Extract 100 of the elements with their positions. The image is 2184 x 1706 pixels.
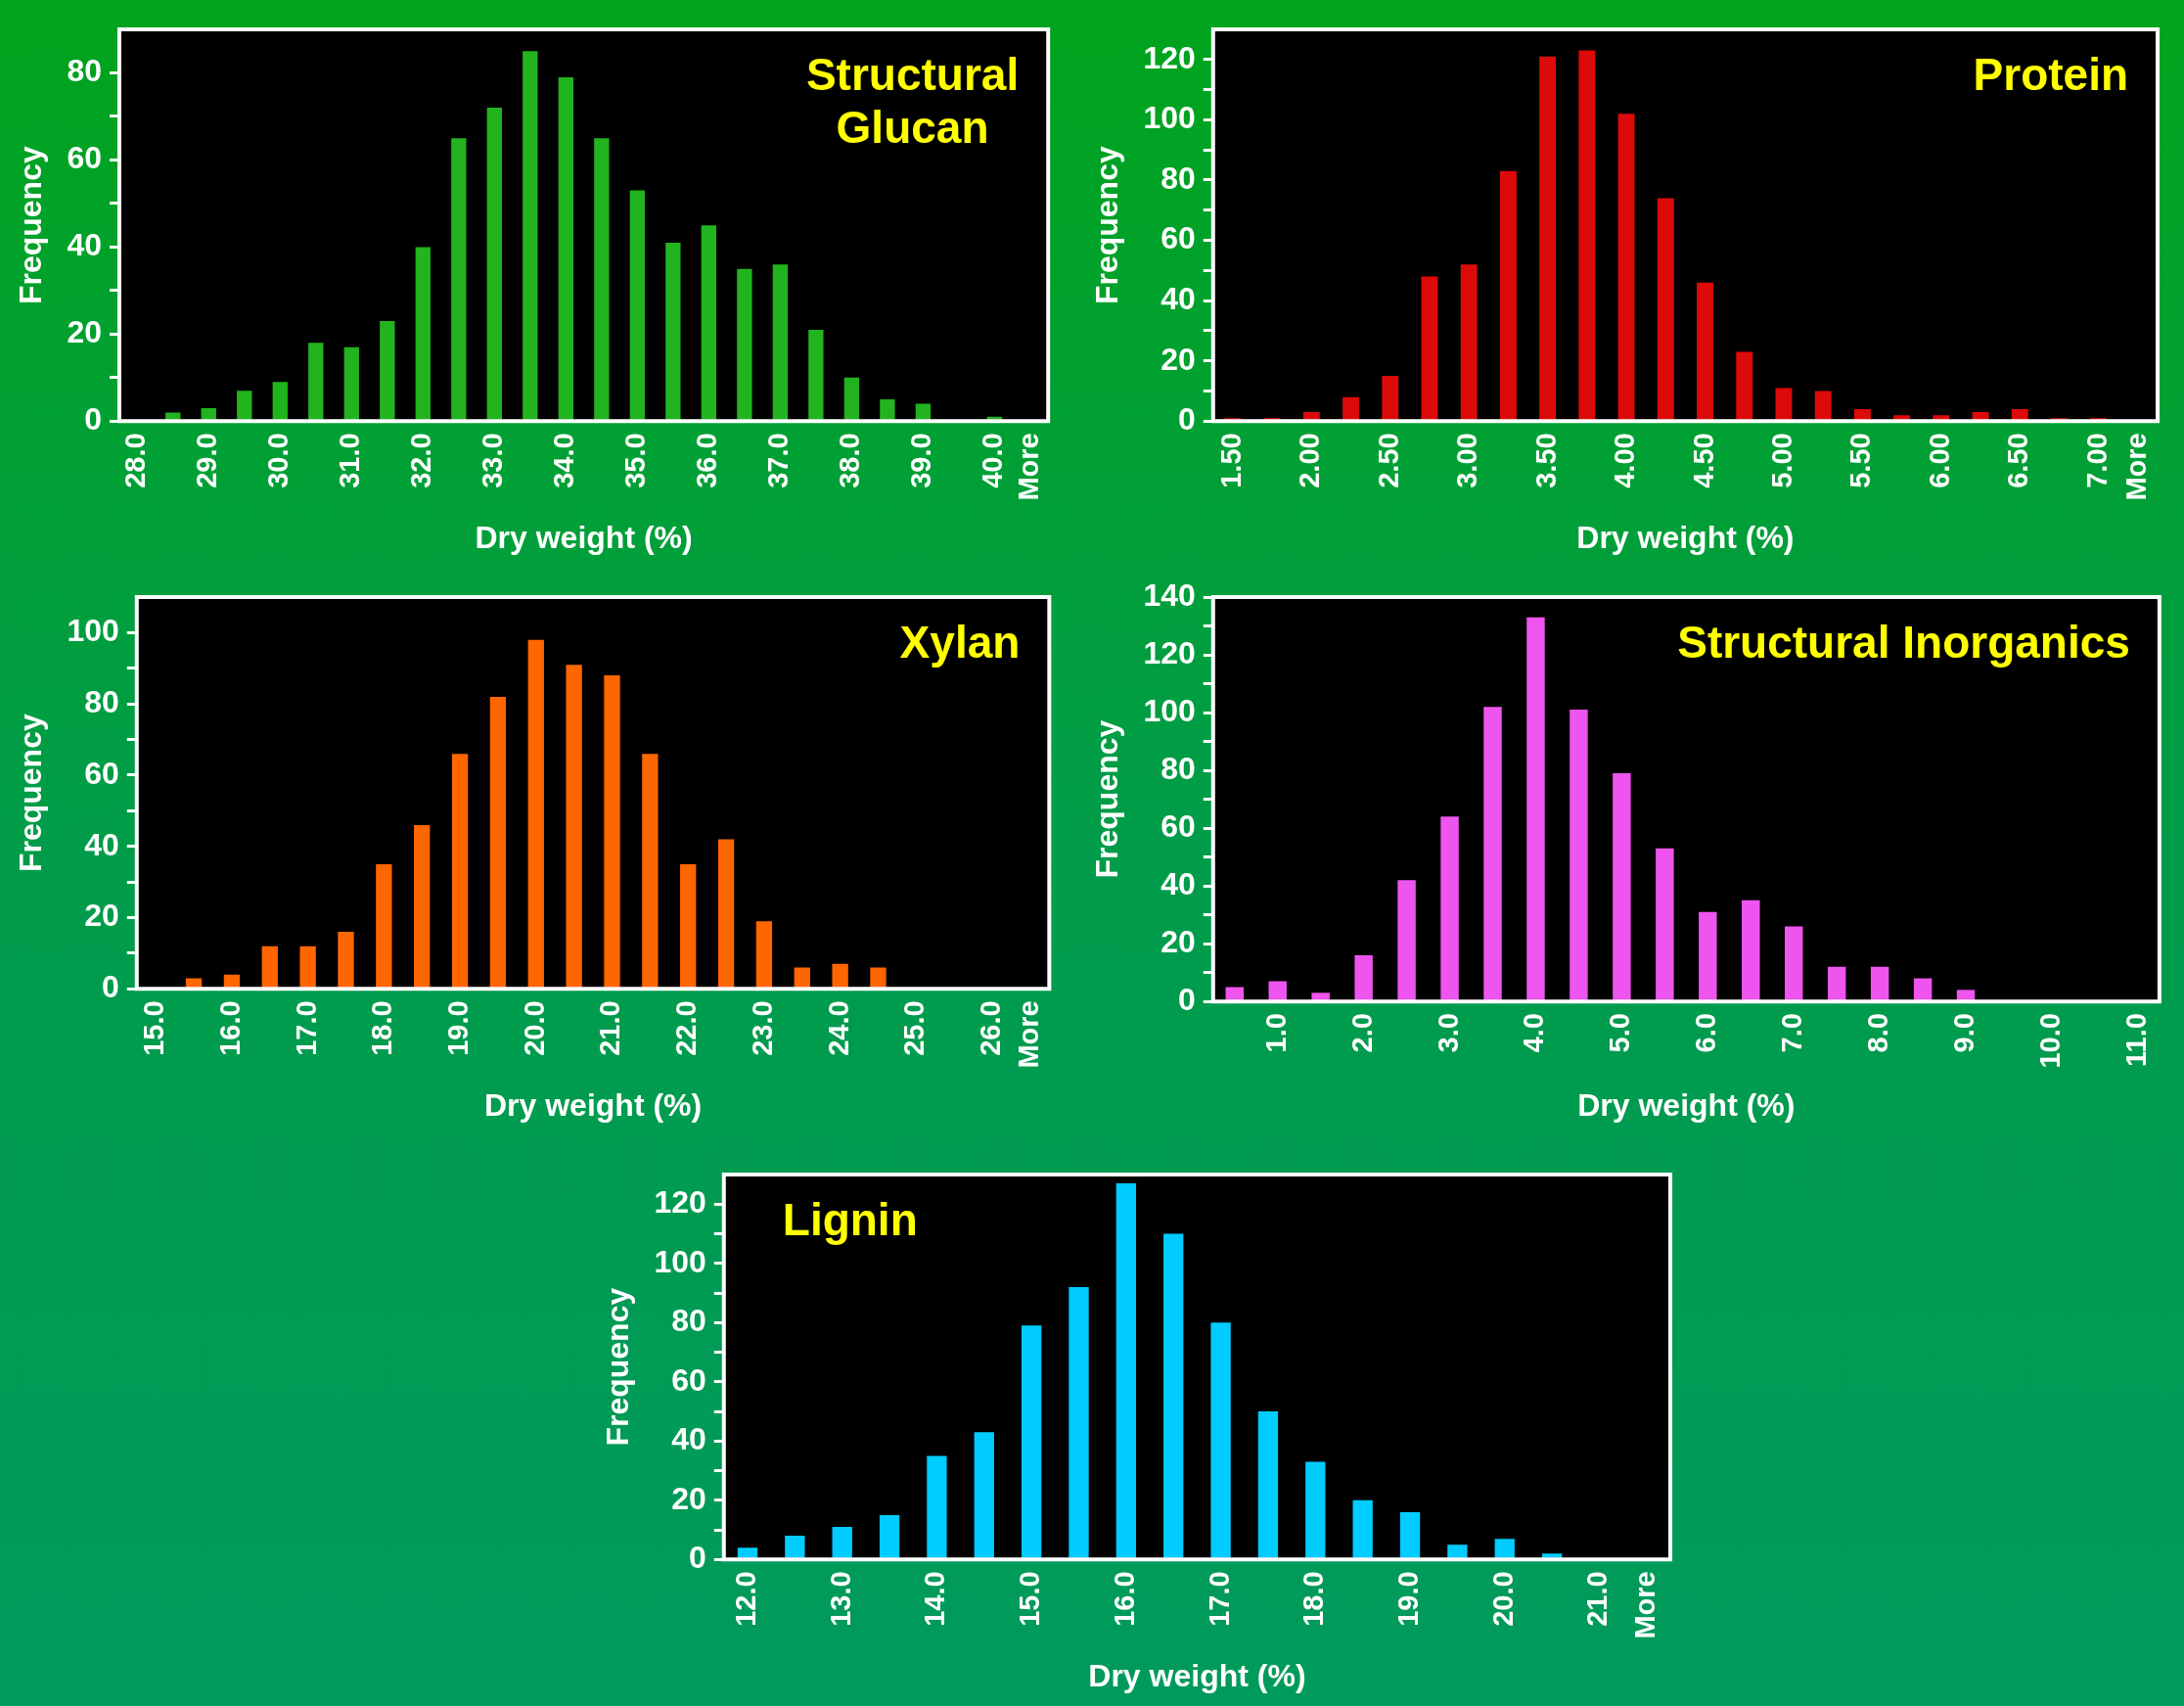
- x-tick-label: 14.0: [919, 1571, 951, 1627]
- y-axis-title: Frequency: [600, 1287, 636, 1447]
- x-tick-label: More: [1012, 433, 1044, 501]
- x-axis-title: Dry weight (%): [475, 519, 693, 555]
- y-tick-label: 40: [671, 1421, 706, 1457]
- y-axis-title: Frequency: [13, 714, 49, 873]
- y-tick-label: 20: [67, 314, 102, 350]
- x-tick-label: 7.0: [1776, 1013, 1808, 1053]
- x-tick-label: 23.0: [746, 1000, 778, 1056]
- y-tick-label: 60: [671, 1361, 706, 1398]
- y-tick-label: 80: [1160, 160, 1196, 196]
- y-tick-label: 100: [1143, 692, 1196, 728]
- x-tick-label: 6.0: [1690, 1013, 1722, 1053]
- x-tick-label: 26.0: [975, 1000, 1007, 1056]
- y-tick-label: 0: [101, 969, 119, 1005]
- y-axis-title: Frequency: [13, 146, 49, 305]
- x-tick-label: 13.0: [824, 1571, 856, 1627]
- x-tick-label: 32.0: [405, 433, 437, 488]
- text: Structural Glucan: [805, 48, 1020, 153]
- x-tick-label: 16.0: [1108, 1571, 1140, 1627]
- x-axis-title: Dry weight (%): [483, 1086, 703, 1123]
- x-tick-label: 22.0: [670, 1000, 703, 1056]
- x-tick-label: 18.0: [366, 1000, 398, 1056]
- x-tick-label: 8.0: [1862, 1013, 1894, 1053]
- y-axis-title: Frequency: [1089, 146, 1125, 305]
- x-tick-label: 25.0: [898, 1000, 931, 1056]
- x-axis-title: Dry weight (%): [1088, 1657, 1306, 1693]
- x-tick-label: 37.0: [762, 433, 795, 488]
- x-tick-label: 31.0: [334, 433, 366, 488]
- y-tick-label: 0: [1177, 401, 1196, 438]
- x-tick-label: 4.00: [1609, 433, 1641, 488]
- y-tick-label: 80: [84, 684, 119, 719]
- chart-title: Lignin: [782, 1193, 918, 1245]
- x-tick-label: 35.0: [619, 433, 652, 488]
- x-tick-label: 5.50: [1844, 433, 1877, 488]
- y-tick-label: 0: [688, 1540, 706, 1576]
- chart-title: Structural Inorganics: [1677, 616, 2130, 668]
- chart-title: Xylan: [899, 616, 1021, 668]
- y-tick-label: 100: [1143, 100, 1196, 136]
- y-tick-label: 100: [654, 1243, 706, 1279]
- y-tick-label: 60: [1160, 807, 1196, 844]
- x-tick-label: 12.0: [729, 1571, 761, 1627]
- x-tick-label: 3.00: [1451, 433, 1483, 488]
- x-tick-label: More: [1628, 1571, 1661, 1639]
- x-tick-label: 7.00: [2080, 433, 2113, 488]
- x-tick-label: 4.0: [1518, 1013, 1550, 1053]
- x-tick-label: 6.00: [1923, 433, 1955, 488]
- y-tick-label: 40: [1160, 280, 1196, 316]
- y-tick-label: 0: [84, 401, 102, 438]
- y-tick-label: 120: [654, 1184, 706, 1221]
- x-axis-title: Dry weight (%): [1576, 519, 1795, 555]
- y-tick-label: 0: [1177, 981, 1196, 1017]
- x-tick-label: 6.50: [2002, 433, 2034, 488]
- y-tick-label: 140: [1143, 576, 1196, 613]
- x-tick-label: 11.0: [2119, 1013, 2152, 1067]
- y-tick-label: 20: [671, 1480, 706, 1516]
- x-tick-label: 10.0: [2033, 1013, 2066, 1069]
- y-tick-label: 20: [84, 898, 119, 934]
- x-tick-label: 4.50: [1687, 433, 1719, 488]
- x-tick-label: 19.0: [1392, 1571, 1425, 1627]
- x-tick-label: 2.00: [1294, 433, 1326, 488]
- y-tick-label: 20: [1160, 923, 1196, 959]
- y-tick-label: 120: [1143, 39, 1196, 75]
- chart-title: Protein: [1973, 48, 2129, 100]
- x-tick-label: 20.0: [518, 1000, 550, 1056]
- y-tick-label: 120: [1143, 634, 1196, 670]
- x-tick-label: 5.00: [1765, 433, 1797, 488]
- x-tick-label: 19.0: [442, 1000, 475, 1056]
- x-tick-label: 16.0: [213, 1000, 246, 1056]
- x-tick-label: 36.0: [691, 433, 723, 488]
- y-axis-title: Frequency: [1089, 719, 1125, 879]
- x-tick-label: More: [1012, 1000, 1044, 1069]
- x-tick-label: 15.0: [138, 1000, 170, 1056]
- y-tick-label: 60: [1160, 220, 1196, 256]
- x-tick-label: 9.0: [1948, 1013, 1980, 1053]
- x-tick-label: 17.0: [290, 1000, 322, 1056]
- x-tick-label: 33.0: [477, 433, 509, 488]
- x-tick-label: 1.50: [1214, 433, 1247, 488]
- x-tick-label: 3.50: [1529, 433, 1562, 488]
- x-tick-label: 40.0: [977, 433, 1009, 488]
- y-tick-label: 20: [1160, 341, 1196, 377]
- x-tick-label: 17.0: [1203, 1571, 1235, 1627]
- y-tick-label: 40: [1160, 865, 1196, 901]
- x-tick-label: 20.0: [1486, 1571, 1519, 1627]
- x-tick-label: 2.0: [1345, 1013, 1378, 1053]
- x-tick-label: 30.0: [262, 433, 295, 488]
- x-tick-label: 34.0: [548, 433, 580, 488]
- x-tick-label: 1.0: [1259, 1013, 1292, 1053]
- y-tick-label: 40: [84, 826, 119, 862]
- x-tick-label: 29.0: [191, 433, 223, 488]
- x-tick-label: 39.0: [905, 433, 937, 488]
- x-tick-label: 24.0: [822, 1000, 854, 1056]
- x-tick-label: 5.0: [1604, 1013, 1636, 1053]
- x-tick-label: 2.50: [1372, 433, 1404, 488]
- x-tick-label: 28.0: [119, 433, 152, 488]
- y-tick-label: 60: [84, 755, 119, 791]
- y-tick-label: 80: [671, 1303, 706, 1339]
- x-tick-label: 3.0: [1432, 1013, 1464, 1053]
- x-tick-label: 15.0: [1014, 1571, 1046, 1627]
- x-axis-title: Dry weight (%): [1577, 1086, 1796, 1123]
